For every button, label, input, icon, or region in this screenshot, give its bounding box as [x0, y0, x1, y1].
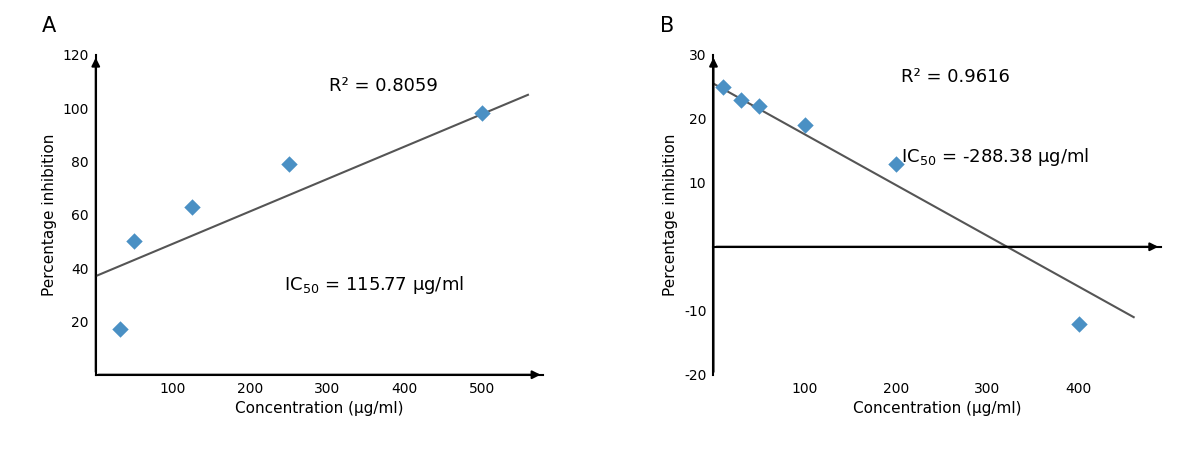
X-axis label: Concentration (μg/ml): Concentration (μg/ml)	[853, 401, 1021, 416]
Point	[183, 203, 202, 210]
Text: IC$_{50}$ = 115.77 μg/ml: IC$_{50}$ = 115.77 μg/ml	[284, 274, 463, 296]
Y-axis label: Percentage inhibition: Percentage inhibition	[42, 133, 57, 296]
Point	[795, 122, 814, 129]
Point	[472, 110, 491, 117]
Point	[1069, 320, 1088, 327]
Text: A: A	[42, 16, 56, 37]
Point	[713, 83, 733, 90]
Text: B: B	[660, 16, 674, 37]
Text: R² = 0.8059: R² = 0.8059	[328, 77, 437, 95]
Point	[110, 326, 129, 333]
Point	[749, 102, 768, 110]
Text: IC$_{50}$ = -288.38 μg/ml: IC$_{50}$ = -288.38 μg/ml	[901, 146, 1089, 168]
Y-axis label: Percentage inhibition: Percentage inhibition	[663, 133, 679, 296]
Point	[279, 160, 298, 168]
Point	[887, 160, 906, 167]
X-axis label: Concentration (μg/ml): Concentration (μg/ml)	[236, 401, 403, 416]
Point	[124, 238, 144, 245]
Point	[731, 96, 751, 103]
Text: R² = 0.9616: R² = 0.9616	[901, 68, 1010, 85]
